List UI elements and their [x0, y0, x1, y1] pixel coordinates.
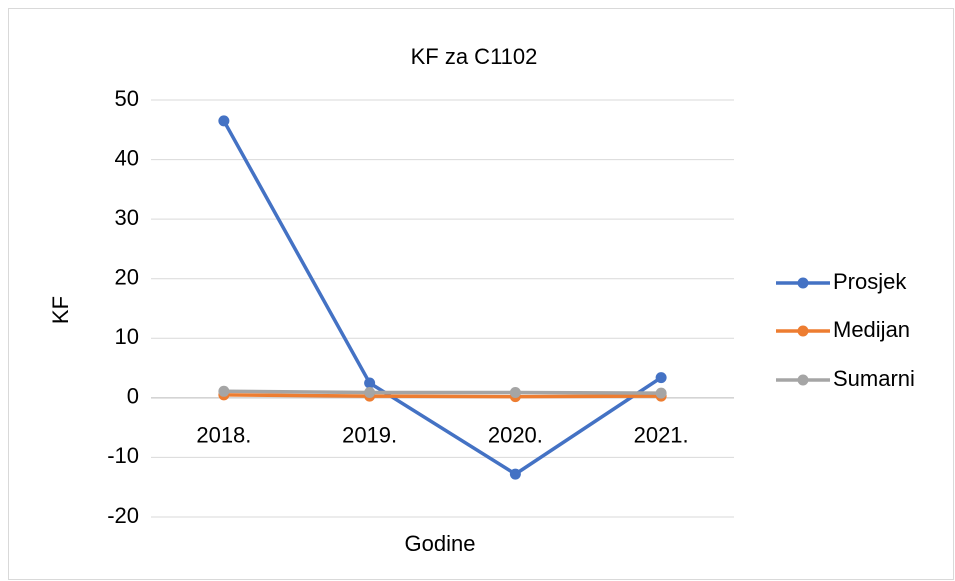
data-point: [509, 468, 521, 480]
x-tick-label: 2018.: [196, 423, 251, 448]
y-tick-label: 40: [115, 145, 139, 170]
legend-label: Medijan: [833, 317, 910, 342]
data-point: [364, 386, 376, 398]
legend-marker: [797, 325, 809, 337]
series-line: [223, 389, 662, 395]
legend-marker: [797, 374, 809, 386]
data-point: [509, 386, 521, 398]
data-point: [218, 385, 230, 397]
chart-title: KF za C1102: [411, 44, 538, 69]
x-tick-label: 2020.: [488, 423, 543, 448]
series-line: [223, 393, 662, 399]
y-tick-label: -10: [107, 443, 139, 468]
legend-label: Sumarni: [833, 366, 915, 391]
y-tick-label: 50: [115, 86, 139, 111]
x-axis-label: Godine: [405, 531, 476, 556]
legend-label: Prosjek: [833, 269, 907, 294]
y-tick-label: 10: [115, 324, 139, 349]
data-point: [218, 115, 230, 127]
data-point: [655, 387, 667, 399]
x-tick-label: 2021.: [634, 423, 689, 448]
legend-marker: [797, 277, 809, 289]
chart-border: [8, 8, 954, 580]
series-line: [222, 119, 663, 476]
x-tick-label: 2019.: [342, 423, 397, 448]
y-tick-label: 0: [127, 384, 139, 409]
y-tick-label: 20: [115, 265, 139, 290]
y-axis-label: KF: [48, 296, 73, 324]
y-tick-label: -20: [107, 503, 139, 528]
data-point: [655, 372, 667, 384]
y-tick-label: 30: [115, 205, 139, 230]
data-point: [364, 377, 376, 389]
